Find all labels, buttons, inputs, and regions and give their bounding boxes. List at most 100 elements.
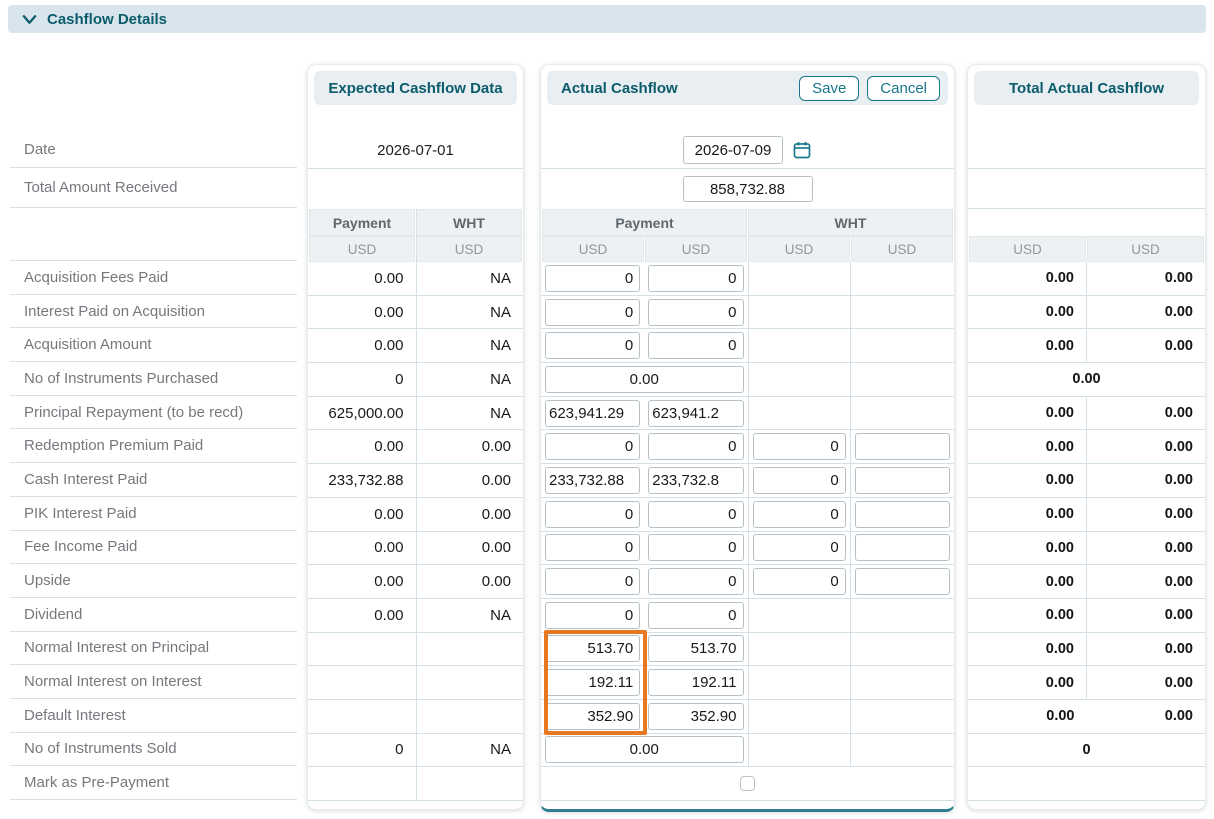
total-row: 0.00 0.00 xyxy=(968,666,1205,700)
actual-wide-input[interactable]: 0.00 xyxy=(545,365,744,393)
actual-payment-header: Payment xyxy=(542,209,747,236)
total-wht-value: 0.00 xyxy=(1164,304,1193,321)
actual-wht-extra-input[interactable] xyxy=(854,500,950,528)
total-wht-value: 0.00 xyxy=(1164,607,1193,624)
label-total-amount-received: Total Amount Received xyxy=(10,168,297,208)
expected-payment-value: 0.00 xyxy=(374,269,404,287)
actual-payment-input[interactable]: 0 xyxy=(545,534,641,562)
actual-payment-input[interactable]: 192.11 xyxy=(545,669,641,697)
total-payment-value: 0.00 xyxy=(968,396,1087,430)
actual-payment-currency-2: USD xyxy=(645,236,747,262)
actual-payment-input[interactable]: 0 xyxy=(545,500,641,528)
actual-payment-display[interactable]: 352.90 xyxy=(648,702,744,730)
actual-date-input[interactable]: 2026-07-09 xyxy=(683,136,783,164)
total-wht-value: 0.00 xyxy=(1164,405,1193,422)
chevron-down-icon[interactable] xyxy=(22,13,37,26)
expected-wht-value: 0.00 xyxy=(481,573,511,591)
expected-wht-value xyxy=(416,700,524,733)
actual-wide-input[interactable]: 0.00 xyxy=(545,736,744,764)
actual-payment-input[interactable]: 233,732.88 xyxy=(545,466,641,494)
expected-payment-value xyxy=(308,700,416,733)
expected-payment-value: 0.00 xyxy=(374,573,404,591)
actual-payment-display[interactable]: 233,732.8 xyxy=(648,466,744,494)
expected-column-divider xyxy=(415,209,417,801)
expected-wht-value: NA xyxy=(490,303,511,321)
total-currency-2: USD xyxy=(1087,236,1204,262)
actual-wht-input[interactable]: 0 xyxy=(752,534,846,562)
actual-payment-display[interactable]: 0 xyxy=(648,568,744,596)
total-row: 0.00 0.00 xyxy=(968,430,1205,465)
row-labels-column: Date Total Amount Received Acquisition F… xyxy=(10,131,297,800)
actual-cashflow-card: Actual Cashflow Save Cancel 2026-07-09 8… xyxy=(540,64,955,812)
actual-wht-extra-input[interactable] xyxy=(854,534,950,562)
expected-wht-value xyxy=(416,666,524,699)
row-label-2: Acquisition Amount xyxy=(10,328,297,363)
total-payment-value: 0.00 xyxy=(968,598,1087,632)
pre-payment-checkbox[interactable] xyxy=(740,776,755,792)
cashflow-details-header[interactable]: Cashflow Details xyxy=(8,5,1206,33)
total-row: 0.00 0.00 xyxy=(968,295,1205,330)
actual-payment-display[interactable]: 0 xyxy=(648,534,744,562)
expected-payment-value xyxy=(308,666,416,699)
actual-total-amount-input[interactable]: 858,732.88 xyxy=(682,176,813,202)
actual-payment-display[interactable]: 513.70 xyxy=(648,635,744,663)
row-label-6: Cash Interest Paid xyxy=(10,463,297,497)
expected-wht-value: 0.00 xyxy=(481,471,511,489)
expected-payment-value xyxy=(308,633,416,666)
cancel-button[interactable]: Cancel xyxy=(867,75,940,101)
expected-wht-value: 0.00 xyxy=(481,438,511,456)
actual-payment-input[interactable]: 0 xyxy=(545,433,641,461)
actual-wht-extra-input[interactable] xyxy=(854,568,950,596)
actual-payment-display[interactable]: 0 xyxy=(648,264,744,292)
expected-payment-value xyxy=(308,767,416,800)
actual-payment-input[interactable]: 0 xyxy=(545,298,641,326)
calendar-icon[interactable] xyxy=(792,140,812,160)
actual-payment-display[interactable]: 0 xyxy=(648,601,744,629)
actual-wht-extra-input[interactable] xyxy=(854,466,950,494)
actual-payment-display[interactable]: 623,941.2 xyxy=(648,399,744,427)
expected-payment-header: Payment xyxy=(309,209,415,236)
expected-payment-value: 0.00 xyxy=(374,505,404,523)
total-payment-value: 0.00 xyxy=(968,666,1087,699)
actual-payment-display[interactable]: 0 xyxy=(648,500,744,528)
save-button[interactable]: Save xyxy=(799,75,860,101)
actual-wht-input[interactable]: 0 xyxy=(752,500,846,528)
actual-wht-extra-input[interactable] xyxy=(854,433,950,461)
actual-payment-input[interactable]: 0 xyxy=(545,332,641,360)
actual-wht-input[interactable]: 0 xyxy=(752,568,846,596)
actual-row: 0.00 xyxy=(541,733,954,768)
actual-payment-input[interactable]: 513.70 xyxy=(545,635,641,663)
actual-card-title: Actual Cashflow xyxy=(561,79,678,97)
expected-wht-value: NA xyxy=(490,741,511,759)
row-label-7: PIK Interest Paid xyxy=(10,497,297,531)
actual-row: 623,941.29 623,941.2 xyxy=(541,396,954,431)
total-payment-value: 0.00 xyxy=(968,295,1087,329)
actual-wht-input[interactable]: 0 xyxy=(752,433,846,461)
actual-row: 192.11 192.11 xyxy=(541,666,954,700)
total-row: 0.00 0.00 xyxy=(968,396,1205,431)
row-label-11: Normal Interest on Principal xyxy=(10,632,297,666)
actual-payment-display[interactable]: 0 xyxy=(648,433,744,461)
expected-wht-value: NA xyxy=(490,370,511,388)
actual-payment-input[interactable]: 0 xyxy=(545,568,641,596)
actual-wht-input[interactable]: 0 xyxy=(752,466,846,494)
total-row: 0.00 0.00 xyxy=(968,464,1205,498)
expected-wht-value: NA xyxy=(490,404,511,422)
expected-date-value: 2026-07-01 xyxy=(308,132,523,169)
actual-payment-input[interactable]: 623,941.29 xyxy=(545,399,641,427)
actual-payment-input[interactable]: 0 xyxy=(545,264,641,292)
total-blank-cell xyxy=(968,767,1205,800)
actual-payment-display[interactable]: 192.11 xyxy=(648,669,744,697)
row-label-12: Normal Interest on Interest xyxy=(10,665,297,699)
actual-payment-input[interactable]: 352.90 xyxy=(545,702,641,730)
total-payment-value: 0.00 xyxy=(1046,708,1075,725)
expected-payment-value: 0.00 xyxy=(374,438,404,456)
actual-payment-input[interactable]: 0 xyxy=(545,601,641,629)
actual-row: 513.70 513.70 xyxy=(541,632,954,667)
total-wide-value: 0 xyxy=(1082,741,1091,758)
actual-payment-display[interactable]: 0 xyxy=(648,332,744,360)
actual-payment-display[interactable]: 0 xyxy=(648,298,744,326)
